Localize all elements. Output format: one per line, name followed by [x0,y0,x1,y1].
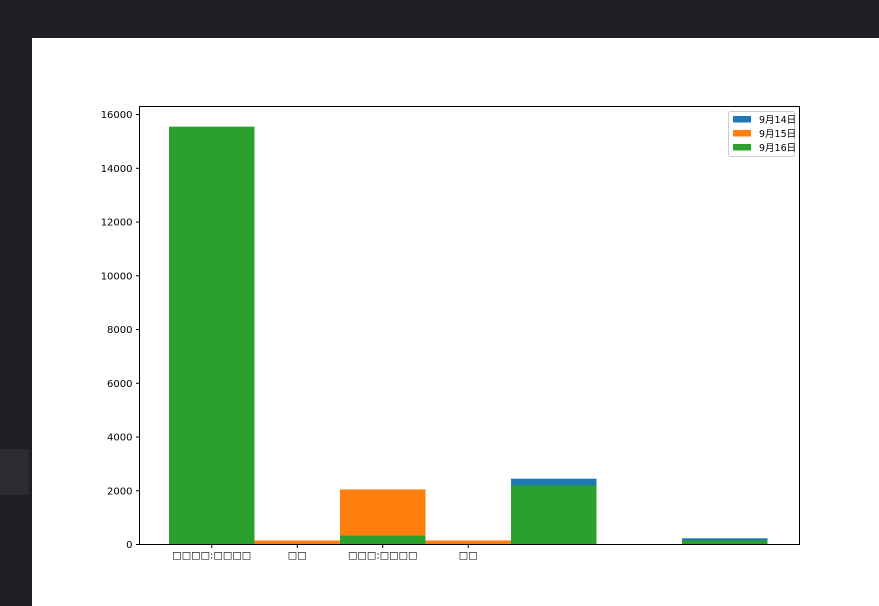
x-tick-label: □□□:□□□□ [348,551,418,562]
legend-swatch [733,130,751,137]
y-tick-label: 16000 [101,110,133,121]
y-tick-label: 6000 [107,379,132,390]
x-tick-label: □□ [288,551,307,562]
legend-label: 9月16日 [759,143,796,154]
y-tick-label: 8000 [107,325,132,336]
legend-label: 9月15日 [759,129,796,140]
y-tick-label: 14000 [101,164,133,175]
y-axis: 0 2000 4000 6000 8000 10000 12000 14000 16000 [101,110,140,551]
bar-3-7 [682,540,768,545]
legend-swatch [733,116,751,123]
x-tick-label: □□ [459,551,478,562]
y-tick-label: 0 [126,540,132,551]
legend-swatch [733,144,751,151]
x-tick-label: □□□□:□□□□ [172,551,251,562]
legend-label: 9月14日 [759,115,796,126]
plot-frame [139,106,800,545]
y-tick-label: 4000 [107,433,132,444]
y-tick-label: 10000 [101,271,133,282]
bar-2-4 [425,540,511,545]
x-axis: □□□□:□□□□ □□ □□□:□□□□ □□ [172,544,478,562]
bar-2-3 [340,489,426,545]
sidebar-tab[interactable] [0,449,29,495]
y-tick-label: 2000 [107,486,132,497]
bar-2-2 [254,540,340,545]
bar-3-1 [169,126,255,545]
y-tick-label: 12000 [101,218,133,229]
bar-3-3 [340,535,426,545]
bars-layer [169,126,768,545]
legend: 9月14日 9月15日 9月16日 [728,111,796,157]
bar-3-5 [511,485,597,545]
